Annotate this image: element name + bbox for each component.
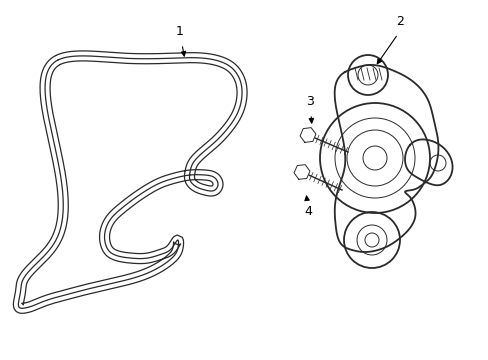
Text: 1: 1 — [176, 25, 183, 38]
Text: 4: 4 — [304, 205, 311, 218]
Text: 3: 3 — [305, 95, 313, 108]
Text: 2: 2 — [395, 15, 403, 28]
